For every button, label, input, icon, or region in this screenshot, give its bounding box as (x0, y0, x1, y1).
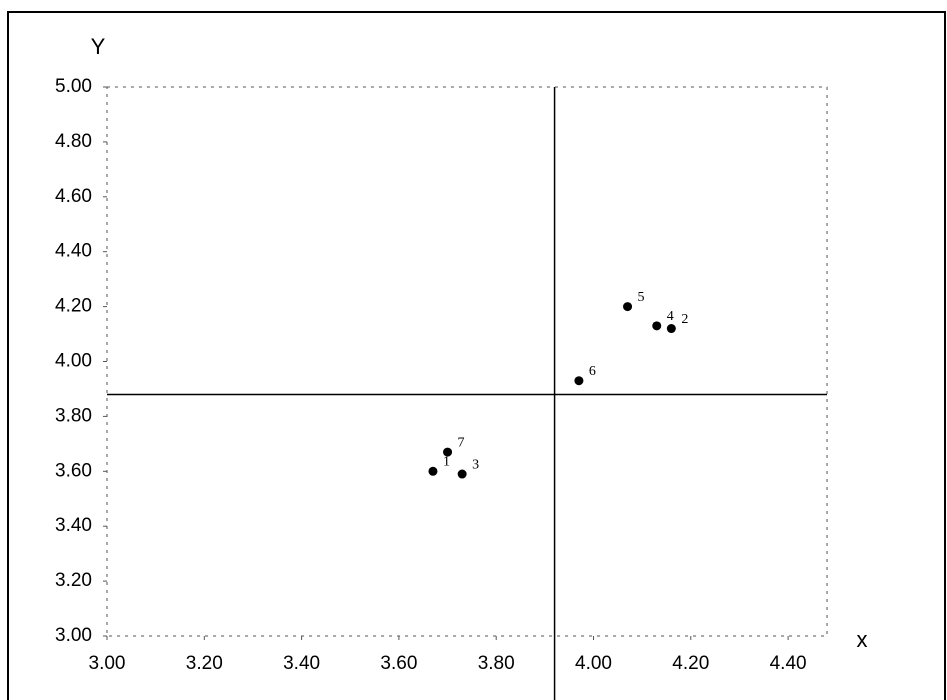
point (667, 324, 676, 333)
y-tick-label: 4.00 (55, 351, 92, 372)
point-label: 7 (458, 435, 465, 450)
x-tick-label: 3.80 (478, 653, 515, 674)
point-label: 1 (443, 455, 450, 470)
y-tick-label: 3.60 (55, 460, 92, 481)
y-tick-label: 3.20 (55, 570, 92, 591)
x-tick-label: 3.20 (186, 653, 223, 674)
y-tick-label: 4.20 (55, 296, 92, 317)
x-tick-label: 3.40 (283, 653, 320, 674)
y-axis-title: Y (91, 34, 106, 59)
y-tick-label: 3.80 (55, 405, 92, 426)
point-label: 6 (589, 364, 596, 379)
y-tick-label: 5.00 (55, 76, 92, 97)
point (574, 376, 583, 385)
x-tick-label: 4.40 (770, 653, 807, 674)
y-tick-label: 4.60 (55, 186, 92, 207)
point (623, 302, 632, 311)
point-label: 3 (472, 457, 479, 472)
chart: Y x 3.00 3.20 3.40 3.60 3.80 4.00 4.20 4.40 4.60… (0, 0, 947, 700)
point-label: 2 (681, 312, 688, 327)
point (443, 448, 452, 457)
point (428, 467, 437, 476)
x-axis-title: x (857, 627, 868, 652)
plot-area (107, 87, 827, 636)
x-tick-label: 4.20 (672, 653, 709, 674)
x-tick-label: 3.00 (89, 653, 126, 674)
y-tick-label: 4.40 (55, 241, 92, 262)
frame (8, 12, 945, 700)
y-tick-label: 3.00 (55, 625, 92, 646)
y-tick-label: 3.40 (55, 515, 92, 536)
x-tick-label: 3.60 (380, 653, 417, 674)
point (652, 321, 661, 330)
point (458, 470, 467, 479)
point-label: 4 (667, 309, 674, 324)
y-tick-label: 4.80 (55, 131, 92, 152)
point-label: 5 (638, 290, 645, 305)
x-tick-label: 4.00 (575, 653, 612, 674)
